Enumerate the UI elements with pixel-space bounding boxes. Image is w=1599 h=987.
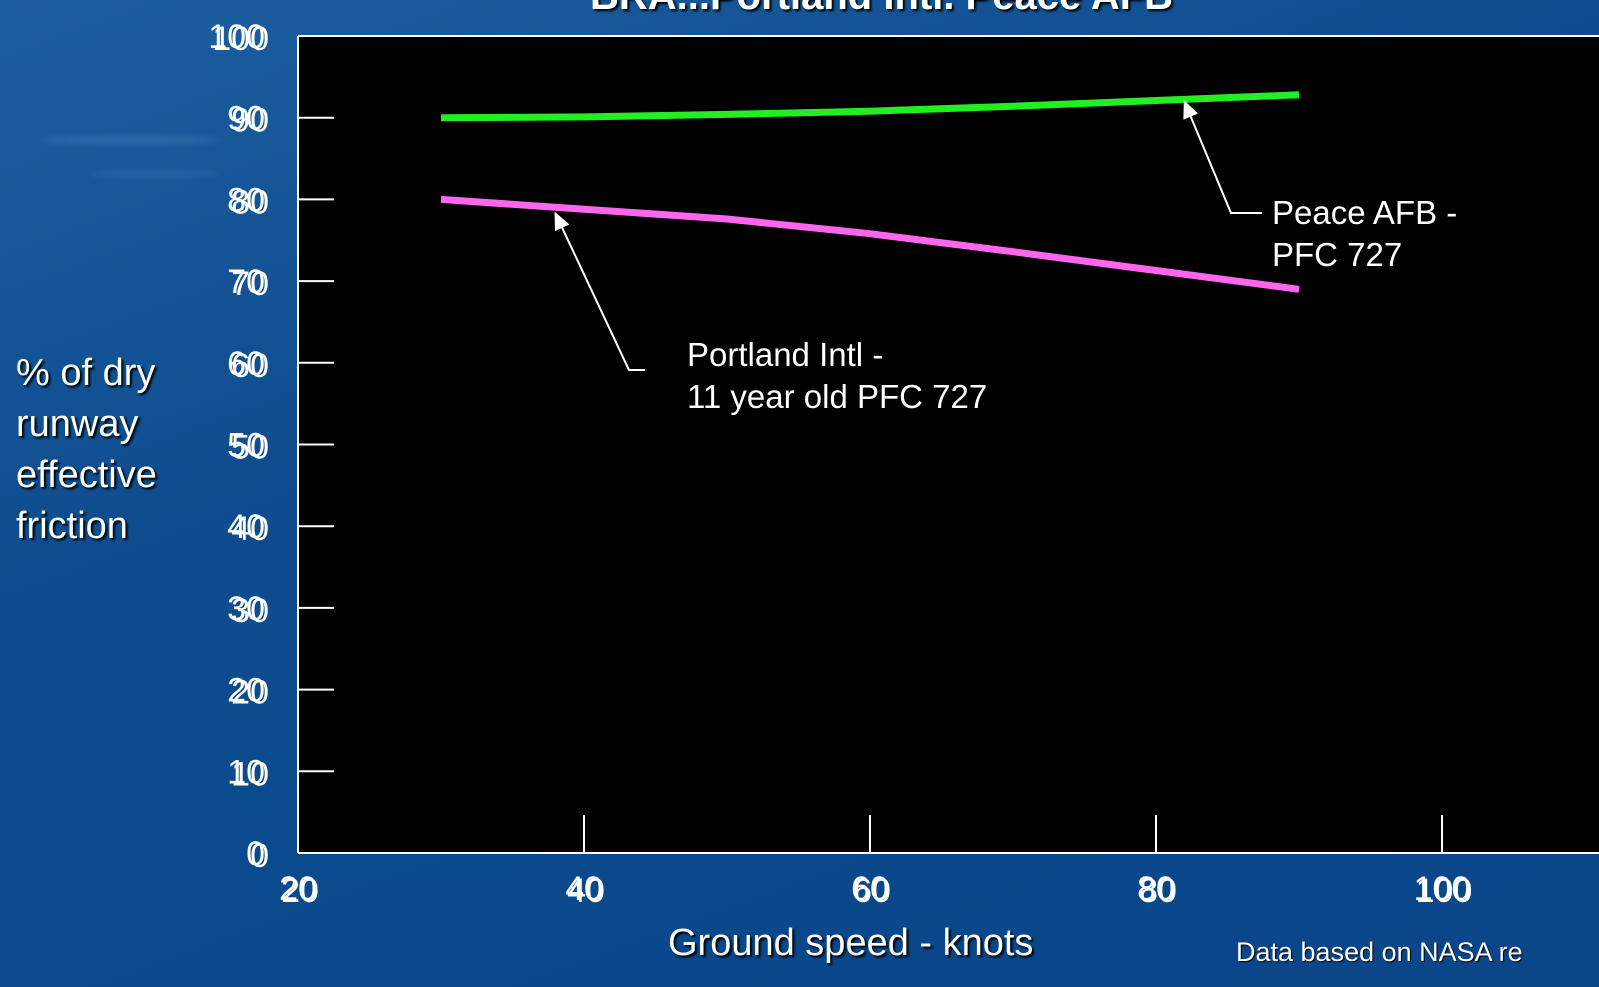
annotation-line: Portland Intl - xyxy=(687,336,884,373)
y-tick-label-shadow: 60 xyxy=(231,347,269,385)
x-tick-label: 20 xyxy=(279,870,317,908)
annotation-arrow xyxy=(1183,100,1262,214)
y-tick-label: 20 xyxy=(227,672,265,710)
annotation-line: 11 year old PFC 727 xyxy=(687,378,988,415)
plot-area xyxy=(298,36,1599,853)
y-tick-label: 70 xyxy=(227,263,265,301)
x-tick-label: 100 xyxy=(1414,870,1471,908)
y-tick-label: 60 xyxy=(227,345,265,383)
annotation-arrow xyxy=(554,211,645,371)
y-tick-label: 100 xyxy=(208,18,265,56)
x-tick-label: 60 xyxy=(851,870,889,908)
x-tick-label-shadow: 100 xyxy=(1416,872,1473,910)
annotation-peace-afb: Peace AFB - PFC 727 xyxy=(1272,192,1457,276)
y-tick-label: 10 xyxy=(227,753,265,791)
background-streak xyxy=(40,135,220,145)
annotation-portland: Portland Intl - 11 year old PFC 727 xyxy=(687,334,987,418)
y-tick-label-shadow: 20 xyxy=(231,674,269,712)
y-tick-label: 40 xyxy=(227,508,265,546)
y-axis-label: % of dry runway effective friction xyxy=(16,348,157,552)
annotation-line: PFC 727 xyxy=(1272,236,1403,273)
x-tick-label: 80 xyxy=(1137,870,1175,908)
annotation-line: Peace AFB - xyxy=(1272,194,1458,231)
y-tick-label-shadow: 90 xyxy=(231,102,269,140)
y-tick-label: 90 xyxy=(227,100,265,138)
y-axis-label-line: % of dry xyxy=(16,352,156,394)
x-tick-label-shadow: 60 xyxy=(853,872,891,910)
y-tick-label-shadow: 0 xyxy=(250,837,269,875)
y-axis-label-line: runway xyxy=(16,403,139,445)
x-tick-label: 40 xyxy=(565,870,603,908)
x-tick-label-shadow: 40 xyxy=(567,872,605,910)
y-axis-label-line: effective xyxy=(16,454,157,496)
y-tick-label: 80 xyxy=(227,181,265,219)
x-axis-label: Ground speed - knots xyxy=(668,922,1034,964)
y-tick-label-shadow: 10 xyxy=(231,755,269,793)
y-tick-label-shadow: 30 xyxy=(231,592,269,630)
source-note: Data based on NASA re xyxy=(1236,937,1523,967)
y-tick-label-shadow: 40 xyxy=(231,510,269,548)
series-line-peace-afb xyxy=(440,91,1300,122)
y-tick-label-shadow: 50 xyxy=(231,429,269,467)
y-tick-label-shadow: 100 xyxy=(212,20,269,58)
y-tick-label: 50 xyxy=(227,427,265,465)
chart-title: BRA...Portland Intl. Peace AFB xyxy=(590,0,1173,19)
y-tick-label-shadow: 70 xyxy=(231,265,269,303)
y-tick-label: 0 xyxy=(246,835,265,873)
y-axis-label-line: friction xyxy=(16,505,128,547)
y-tick-label-shadow: 80 xyxy=(231,183,269,221)
series-line-portland xyxy=(440,195,1300,293)
x-tick-label-shadow: 20 xyxy=(281,872,319,910)
x-tick-label-shadow: 80 xyxy=(1139,872,1177,910)
background-streak xyxy=(90,170,220,178)
y-tick-label: 30 xyxy=(227,590,265,628)
